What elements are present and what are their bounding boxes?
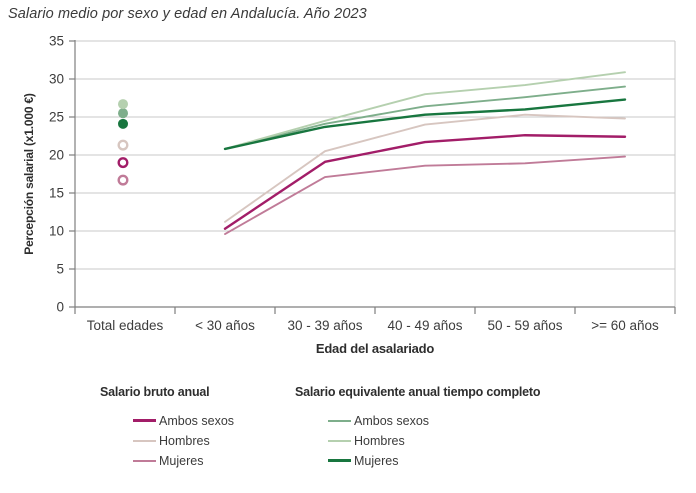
legend-items: Ambos sexos Hombres Mujeres [133, 413, 235, 468]
y-tick-label: 35 [49, 34, 64, 49]
legend-item-bruto-mujeres: Mujeres [133, 453, 234, 468]
series-line-bruto-hombres [224, 113, 626, 223]
y-tick-label: 5 [56, 262, 64, 277]
x-tick-label: 50 - 59 años [487, 318, 562, 333]
legend-item-equivalente-hombres: Hombres [328, 433, 540, 448]
y-tick-label: 15 [49, 186, 64, 201]
legend-group-title: Salario equivalente anual tiempo complet… [295, 385, 541, 399]
legend-items: Ambos sexos Hombres Mujeres [328, 413, 540, 468]
legend-line-swatch [133, 459, 156, 462]
series-line-equivalente-ambos-sexos [224, 85, 626, 150]
x-tick-label: < 30 años [195, 318, 255, 333]
total-edades-marker-equivalente-hombres [118, 99, 128, 110]
salary-line-chart: 0 5 10 15 20 25 30 35 Total edades < 30 años 30 - … [49, 34, 676, 333]
total-edades-marker-bruto-hombres [117, 139, 129, 151]
x-tick-label: Total edades [87, 318, 164, 333]
legend-item-equivalente-mujeres: Mujeres [328, 453, 540, 468]
y-tick-label: 25 [49, 110, 64, 125]
legend-item-label: Mujeres [159, 453, 204, 468]
legend-item-label: Hombres [159, 433, 210, 448]
series-line-bruto-mujeres [224, 155, 626, 235]
series-line-equivalente-mujeres [223, 98, 627, 151]
series-line-equivalente-hombres [224, 71, 626, 150]
legend-group-salario-bruto: Salario bruto anual Ambos sexos Hombres … [100, 385, 234, 474]
y-tick-label: 20 [49, 148, 64, 163]
legend-line-swatch [328, 439, 351, 442]
y-tick-label: 30 [49, 72, 64, 87]
x-axis-title: Edad del asalariado [315, 341, 435, 356]
legend-item-label: Mujeres [354, 453, 399, 468]
legend-item-label: Ambos sexos [354, 413, 430, 428]
y-axis-title: Percepción salarial (x1.000 €) [22, 93, 36, 255]
legend-line-swatch [328, 419, 351, 422]
legend-line-swatch [133, 439, 156, 442]
legend-group-salario-equivalente: Salario equivalente anual tiempo complet… [295, 385, 541, 474]
y-tick-label: 0 [56, 300, 64, 315]
legend-line-swatch [133, 419, 156, 422]
total-edades-marker-equivalente-ambos-sexos [118, 108, 128, 119]
legend-item-bruto-hombres: Hombres [133, 433, 234, 448]
total-edades-marker-bruto-ambos-sexos [117, 157, 129, 169]
y-tick-label: 10 [49, 224, 64, 239]
x-tick-label: 30 - 39 años [287, 318, 362, 333]
x-tick-label: 40 - 49 años [387, 318, 462, 333]
legend-item-equivalente-ambos-sexos: Ambos sexos [328, 413, 540, 428]
series-line-bruto-ambos-sexos [223, 134, 627, 230]
x-tick-label: >= 60 años [591, 318, 659, 333]
legend-item-label: Hombres [354, 433, 405, 448]
legend-item-bruto-ambos-sexos: Ambos sexos [133, 413, 235, 428]
legend-line-swatch [328, 459, 351, 462]
total-edades-marker-bruto-mujeres [117, 174, 129, 186]
total-edades-marker-equivalente-mujeres [118, 118, 128, 129]
chart-legend: Salario bruto anual Ambos sexos Hombres … [0, 385, 696, 485]
chart-title: Salario medio por sexo y edad en Andaluc… [8, 6, 367, 22]
legend-item-label: Ambos sexos [159, 413, 235, 428]
legend-group-title: Salario bruto anual [100, 385, 210, 399]
